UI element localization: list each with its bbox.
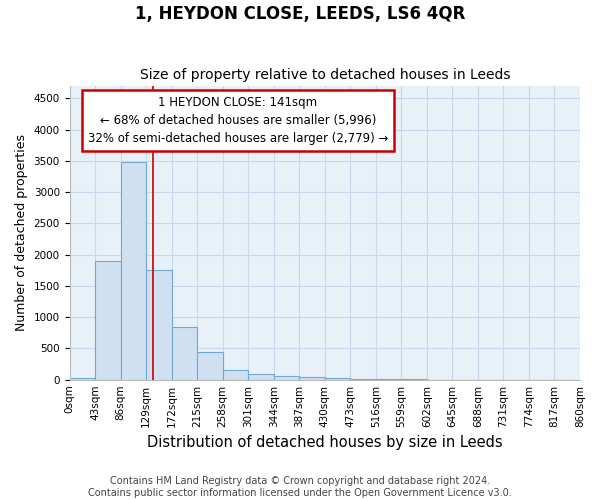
Bar <box>248 374 274 380</box>
Bar <box>70 378 95 380</box>
Y-axis label: Number of detached properties: Number of detached properties <box>15 134 28 332</box>
Bar <box>95 261 121 380</box>
Bar <box>121 162 146 380</box>
Text: 1, HEYDON CLOSE, LEEDS, LS6 4QR: 1, HEYDON CLOSE, LEEDS, LS6 4QR <box>135 5 465 23</box>
Bar <box>274 376 299 380</box>
Title: Size of property relative to detached houses in Leeds: Size of property relative to detached ho… <box>140 68 510 82</box>
Bar <box>299 377 325 380</box>
Bar <box>223 370 248 380</box>
X-axis label: Distribution of detached houses by size in Leeds: Distribution of detached houses by size … <box>147 435 503 450</box>
Bar <box>197 352 223 380</box>
Bar <box>146 270 172 380</box>
Bar <box>325 378 350 380</box>
Text: 1 HEYDON CLOSE: 141sqm
← 68% of detached houses are smaller (5,996)
32% of semi-: 1 HEYDON CLOSE: 141sqm ← 68% of detached… <box>88 96 388 145</box>
Text: Contains HM Land Registry data © Crown copyright and database right 2024.
Contai: Contains HM Land Registry data © Crown c… <box>88 476 512 498</box>
Bar <box>172 327 197 380</box>
